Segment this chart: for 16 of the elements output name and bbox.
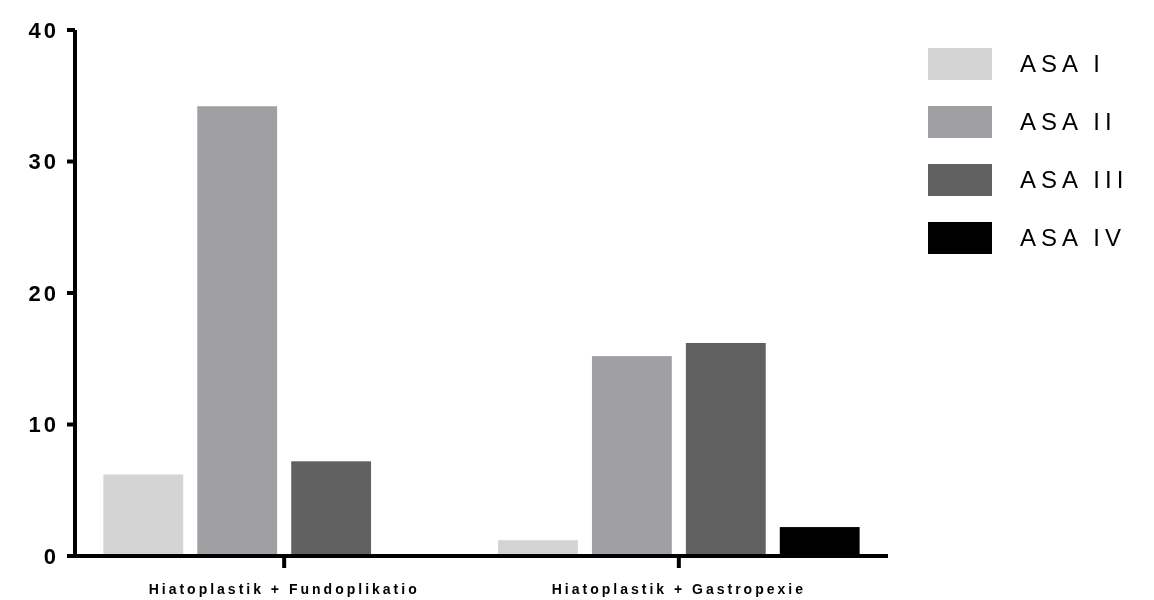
bar — [591, 356, 672, 556]
bar — [103, 474, 184, 556]
legend-label: ASA II — [1020, 108, 1117, 136]
y-tick-label: 20 — [28, 280, 59, 306]
legend-label: ASA IV — [1020, 224, 1127, 252]
x-tick-label: Hiatoplastik + Gastropexie — [551, 581, 806, 597]
legend-label: ASA III — [1020, 166, 1129, 194]
bar — [197, 106, 278, 556]
y-tick-label: 40 — [28, 17, 59, 43]
bar — [291, 461, 372, 556]
y-tick-label: 10 — [28, 412, 59, 438]
legend-label: ASA I — [1020, 50, 1106, 78]
x-tick-label: Hiatoplastik + Fundoplikatio — [148, 581, 420, 597]
y-tick-label: 0 — [43, 543, 59, 569]
y-tick-label: 30 — [28, 149, 59, 175]
bar — [685, 342, 766, 556]
